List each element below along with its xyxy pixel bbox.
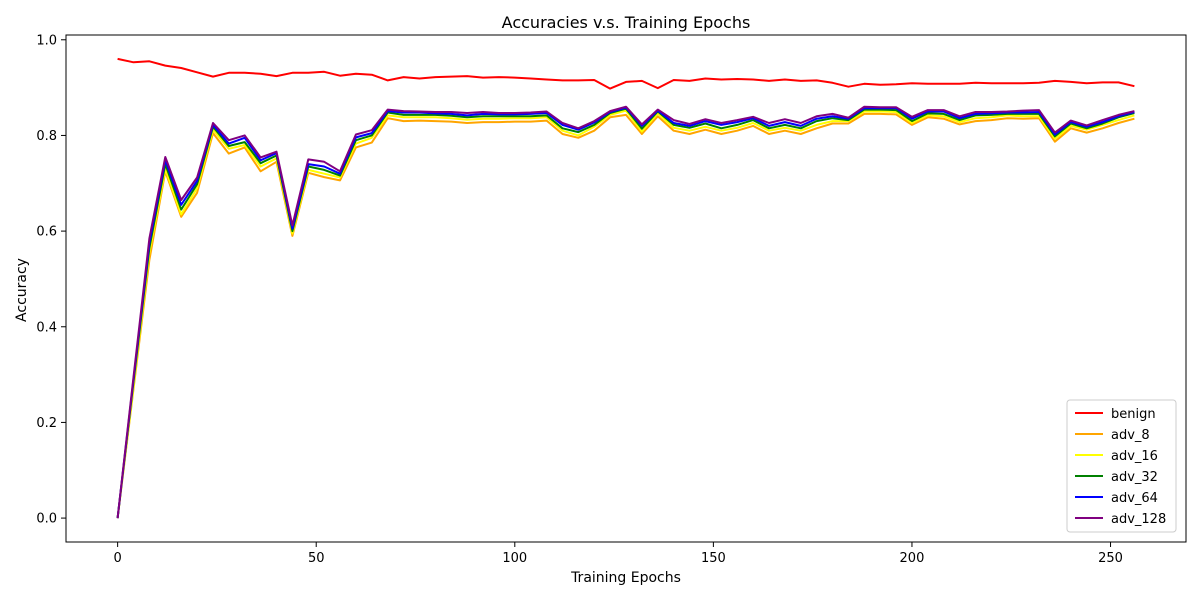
legend-label: adv_128 [1111, 512, 1166, 527]
x-axis-label: Training Epochs [570, 570, 681, 586]
x-tick-label: 150 [701, 551, 726, 566]
y-tick-label: 0.0 [36, 512, 57, 527]
legend-label: adv_8 [1111, 428, 1150, 443]
x-tick-label: 0 [113, 551, 121, 566]
y-tick-label: 1.0 [36, 33, 57, 48]
x-axis-ticks: 0 50 100 150 200 250 [113, 542, 1123, 566]
series-line-adv-64 [116, 106, 1135, 519]
x-tick-label: 250 [1098, 551, 1123, 566]
series-line-adv-128 [116, 105, 1135, 519]
plot-frame [65, 34, 1187, 543]
plot-lines [116, 57, 1135, 519]
series-line-adv-32 [116, 107, 1135, 519]
x-tick-label: 100 [502, 551, 527, 566]
y-tick-label: 0.8 [36, 129, 57, 144]
series-line-adv-16 [116, 109, 1135, 519]
legend: benign adv_8 adv_16 adv_32 adv_64 adv_128 [1066, 399, 1177, 533]
legend-label: adv_64 [1111, 491, 1158, 506]
legend-label: adv_16 [1111, 449, 1158, 464]
y-tick-label: 0.4 [36, 320, 57, 335]
y-tick-label: 0.2 [36, 416, 57, 431]
legend-label: adv_32 [1111, 470, 1158, 485]
y-axis-label: Accuracy [14, 258, 30, 322]
x-tick-label: 50 [308, 551, 325, 566]
x-tick-label: 200 [900, 551, 925, 566]
series-line-adv-8 [116, 112, 1135, 519]
legend-label: benign [1111, 407, 1156, 422]
chart-title: Accuracies v.s. Training Epochs [502, 13, 751, 32]
y-axis-ticks: 0.0 0.2 0.4 0.6 0.8 1.0 [36, 33, 66, 527]
series-line-benign [117, 57, 1135, 90]
y-tick-label: 0.6 [36, 225, 57, 240]
